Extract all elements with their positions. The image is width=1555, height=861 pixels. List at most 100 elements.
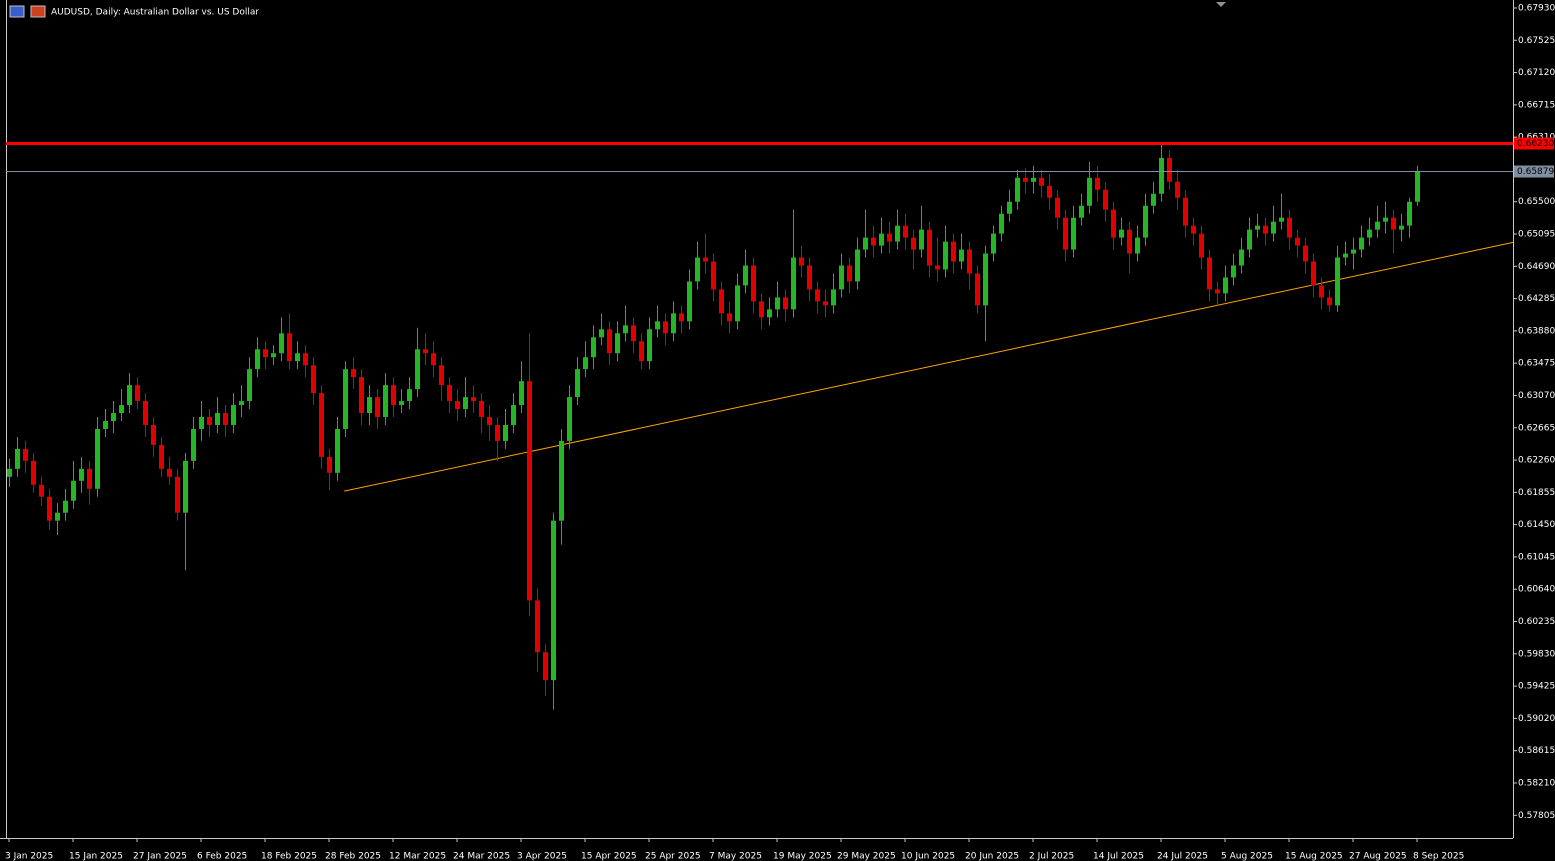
candle-body [671,313,676,334]
candle-body [743,265,748,286]
candle-body [1303,245,1308,262]
y-tick-label: 0.59425 [1518,682,1555,692]
x-tick-label: 8 Sep 2025 [1413,852,1464,861]
candle-body [679,313,684,322]
y-tick-label: 0.60640 [1518,585,1555,595]
candle-body [207,417,212,425]
x-tick-label: 25 Apr 2025 [645,852,701,861]
candle-body [295,353,300,362]
candle-body [599,329,604,338]
candle-body [1319,285,1324,298]
candle-body [751,265,756,302]
candle-body [535,600,540,653]
x-tick-label: 28 Feb 2025 [325,852,381,861]
y-tick-label: 0.62260 [1518,456,1555,466]
candle-body [1103,189,1108,210]
x-tick-label: 15 Jan 2025 [69,852,123,861]
candle-body [143,401,148,425]
x-tick-label: 24 Jul 2025 [1157,852,1208,861]
x-tick-label: 15 Aug 2025 [1285,852,1343,861]
symbol-icons [9,5,46,18]
candle-body [1031,177,1036,182]
candle-body [1351,249,1356,254]
candle-body [39,484,44,497]
x-tick-label: 20 Jun 2025 [965,852,1019,861]
candle-body [695,257,700,282]
y-tick-label: 0.63070 [1518,391,1555,401]
candle-body [783,297,788,310]
candle-body [303,353,308,366]
x-tick-label: 24 Mar 2025 [453,852,510,861]
y-tick-label: 0.57805 [1518,811,1555,821]
shift-marker [1216,2,1226,7]
candle-body [1231,265,1236,278]
candle-body [927,229,932,266]
x-tick-label: 14 Jul 2025 [1093,852,1144,861]
candle-body [943,241,948,270]
candle-body [607,329,612,354]
candle-body [775,297,780,310]
candle-body [1359,237,1364,250]
price-tag [1514,137,1554,150]
x-tick-label: 12 Mar 2025 [389,852,446,861]
candle-body [71,480,76,501]
x-tick-label: 15 Apr 2025 [581,852,637,861]
candle-body [1367,229,1372,238]
y-tick-label: 0.63475 [1518,359,1555,369]
candle-body [1327,297,1332,306]
icon-list[interactable] [9,5,25,18]
candle-body [407,389,412,402]
candle-body [47,496,52,521]
candle-body [983,253,988,306]
candle-body [991,233,996,254]
candle-body [807,265,812,290]
y-tick-label: 0.65095 [1518,230,1555,240]
candle-body [1271,221,1276,234]
candle-body [383,385,388,418]
candle-body [711,261,716,290]
candle-body [887,233,892,242]
x-tick-label: 3 Jan 2025 [5,852,53,861]
candle-body [1167,157,1172,182]
price-tag-label: 0.65879 [1517,167,1554,177]
candle-body [719,289,724,314]
candle-body [759,301,764,318]
candle-body [319,393,324,457]
candle-body [1255,225,1260,230]
candle-body [215,413,220,425]
candle-body [551,520,556,681]
y-tick-label: 0.64285 [1518,294,1555,304]
candle-body [567,397,572,441]
x-tick-label: 2 Jul 2025 [1029,852,1074,861]
x-tick-label: 27 Jan 2025 [133,852,187,861]
candle-body [151,424,156,445]
candle-body [1135,237,1140,254]
candle-body [447,385,452,402]
candle-body [1047,185,1052,198]
candle-body [935,265,940,270]
candle-body [511,405,516,425]
icon-chart[interactable] [30,5,46,18]
candle-body [999,213,1004,234]
price-tag-label: 0.66230 [1517,139,1554,149]
candle-body [1183,197,1188,226]
candle-body [183,460,188,513]
candle-body [311,365,316,394]
candle-body [1079,205,1084,218]
candle-body [103,420,108,429]
candle-body [543,652,548,681]
candle-body [1159,157,1164,194]
y-tick-label: 0.61855 [1518,488,1555,498]
x-tick-label: 6 Feb 2025 [197,852,247,861]
y-tick-label: 0.67525 [1518,36,1555,46]
candle-body [527,381,532,601]
candle-body [831,289,836,306]
y-tick-label: 0.60235 [1518,617,1555,627]
candle-body [1311,261,1316,286]
x-tick-label: 10 Jun 2025 [901,852,955,861]
x-tick-label: 19 May 2025 [773,852,832,861]
candle-body [287,333,292,362]
candle-body [367,397,372,414]
candle-body [95,428,100,489]
